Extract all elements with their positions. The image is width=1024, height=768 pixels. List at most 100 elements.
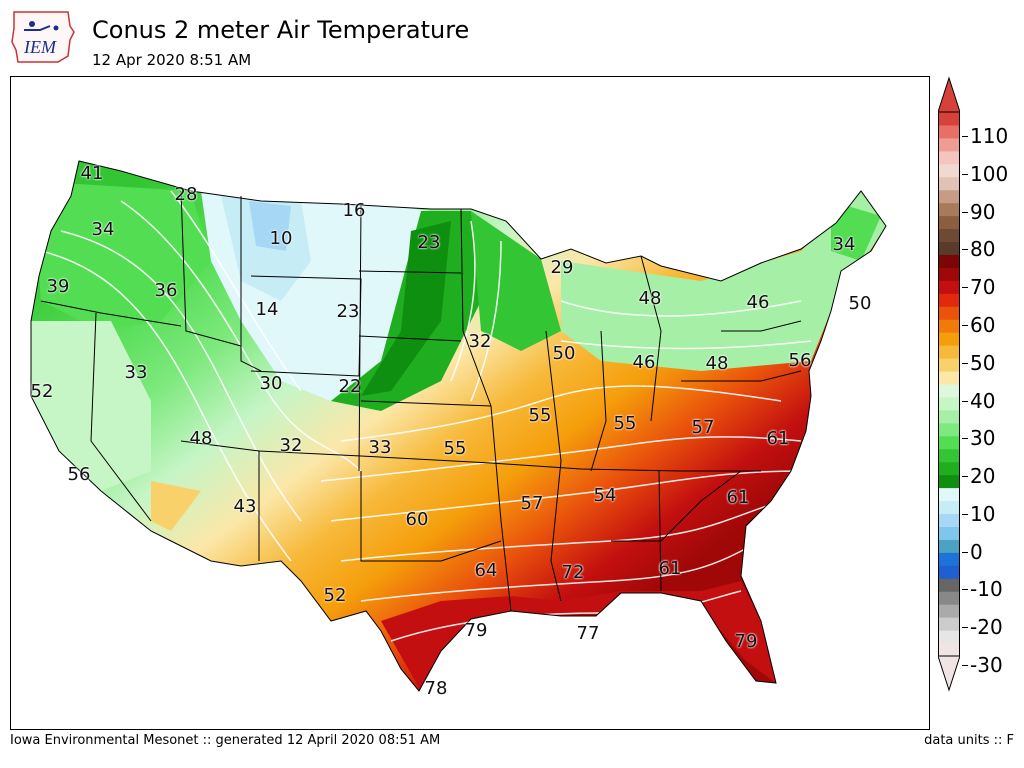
temp-label: 46 (746, 292, 770, 313)
colorbar-segment (938, 319, 960, 333)
colorbar-segment (938, 332, 960, 346)
temp-label: 61 (658, 558, 682, 579)
temp-label: 34 (91, 219, 115, 240)
timestamp: 12 Apr 2020 8:51 AM (92, 51, 252, 69)
colorbar-tick (962, 249, 968, 251)
temp-label: 60 (405, 509, 429, 530)
colorbar-segment (938, 124, 960, 139)
colorbar-tick-label: 70 (970, 275, 996, 300)
colorbar-segment (938, 461, 960, 476)
colorbar-segment (938, 643, 960, 657)
colorbar-tick (962, 173, 968, 175)
colorbar-segment (938, 163, 960, 178)
colorbar-segment (938, 409, 960, 424)
temp-label: 33 (368, 437, 392, 458)
temp-label: 43 (233, 496, 257, 517)
colorbar-segment (938, 293, 960, 307)
temp-label: 57 (520, 493, 544, 514)
temp-label: 57 (691, 417, 715, 438)
colorbar-segment (938, 617, 960, 631)
colorbar-tick (962, 287, 968, 289)
temp-label: 23 (417, 232, 441, 253)
colorbar-segment (938, 384, 960, 398)
colorbar-segment (938, 345, 960, 359)
temp-label: 78 (424, 678, 448, 699)
colorbar-segment (938, 435, 960, 450)
colorbar-segment (938, 487, 960, 502)
colorbar-segment (938, 202, 960, 217)
colorbar-tick-label: 50 (970, 350, 996, 375)
iem-logo: IEM (10, 6, 76, 66)
temp-label: 50 (552, 343, 576, 364)
colorbar-segment (938, 267, 960, 281)
colorbar-segment (938, 228, 960, 243)
temp-label: 79 (734, 631, 758, 652)
colorbar-tick (962, 551, 968, 553)
colorbar-segment (938, 306, 960, 320)
temp-label: 64 (474, 560, 498, 581)
colorbar-segment (938, 578, 960, 592)
colorbar-segment (938, 241, 960, 255)
temp-label: 61 (726, 487, 750, 508)
temp-label: 77 (576, 623, 600, 644)
colorbar-tick-label: 0 (970, 539, 983, 564)
colorbar-tick (962, 476, 968, 478)
colorbar-segment (938, 189, 960, 204)
map-panel: 41 28 16 34 10 23 29 34 39 36 14 23 48 4… (10, 76, 930, 730)
colorbar-segment (938, 150, 960, 165)
temp-label: 79 (464, 620, 488, 641)
colorbar-tick-label: -30 (970, 653, 1003, 677)
temp-label: 32 (468, 331, 492, 352)
colorbar-min-arrow (938, 655, 960, 692)
colorbar-segment (938, 137, 960, 152)
colorbar-tick (962, 136, 968, 137)
temp-label: 61 (766, 428, 790, 449)
colorbar-segment (938, 112, 960, 126)
colorbar-segment (938, 526, 960, 540)
colorbar-segment (938, 396, 960, 411)
colorbar-tick (962, 513, 968, 515)
temp-label: 48 (638, 288, 662, 309)
colorbar (938, 76, 960, 692)
colorbar-segment (938, 358, 960, 372)
temp-label: 72 (561, 562, 585, 583)
map-canvas (30, 160, 887, 692)
colorbar-segment (938, 539, 960, 553)
colorbar-tick-label: 10 (970, 501, 996, 526)
colorbar-tick (962, 362, 968, 364)
colorbar-tick-label: 110 (970, 124, 1009, 148)
colorbar-segment (938, 604, 960, 618)
temp-label: 55 (528, 405, 552, 426)
colorbar-segment (938, 254, 960, 268)
colorbar-segment (938, 422, 960, 437)
colorbar-tick-label: 60 (970, 312, 996, 337)
temp-label: 55 (443, 438, 467, 459)
footer-credit: Iowa Environmental Mesonet :: generated … (10, 733, 441, 748)
logo-text: IEM (23, 37, 57, 57)
temp-label: 48 (705, 353, 729, 374)
temp-label: 16 (342, 200, 366, 221)
colorbar-tick-label: 40 (970, 388, 996, 413)
temp-label: 50 (848, 293, 872, 314)
temp-label: 28 (174, 184, 198, 205)
temp-label: 55 (613, 413, 637, 434)
colorbar-tick (962, 589, 968, 591)
colorbar-tick-label: -10 (970, 577, 1003, 602)
temp-label: 29 (550, 257, 574, 278)
colorbar-segment (938, 513, 960, 527)
temp-label: 30 (259, 373, 283, 394)
page-title: Conus 2 meter Air Temperature (92, 16, 470, 44)
temp-label: 23 (336, 301, 360, 322)
colorbar-segment (938, 176, 960, 191)
colorbar-tick (962, 438, 968, 440)
colorbar-segment (938, 630, 960, 644)
temp-label: 22 (338, 376, 362, 397)
temp-label: 52 (323, 585, 347, 606)
colorbar-segment (938, 448, 960, 463)
temp-label: 33 (124, 362, 148, 383)
colorbar-tick (962, 211, 968, 213)
colorbar-segment (938, 500, 960, 515)
temp-label: 41 (80, 163, 104, 184)
colorbar-tick (962, 627, 968, 629)
colorbar-tick (962, 665, 968, 666)
